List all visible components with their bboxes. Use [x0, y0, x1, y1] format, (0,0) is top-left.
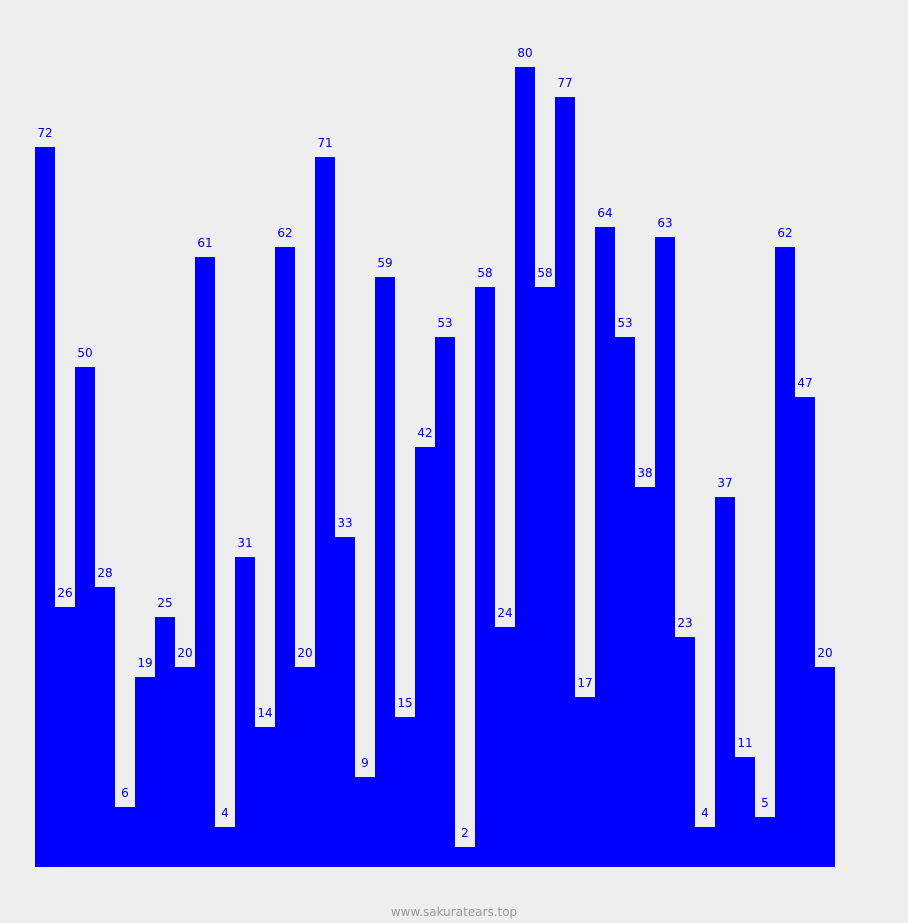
data-label-37: 62 [777, 226, 792, 240]
bar-37 [775, 247, 795, 867]
bar-18 [395, 717, 415, 867]
data-label-31: 63 [657, 216, 672, 230]
bar-27 [575, 697, 595, 867]
data-label-10: 31 [237, 536, 252, 550]
data-label-26: 77 [557, 76, 572, 90]
bar-25 [535, 287, 555, 867]
bar-22 [475, 287, 495, 867]
bar-21 [455, 847, 475, 867]
watermark-text: www.sakuratears.top [0, 905, 908, 919]
data-label-7: 20 [177, 646, 192, 660]
bar-2 [75, 367, 95, 867]
bar-16 [355, 777, 375, 867]
data-label-5: 19 [137, 656, 152, 670]
bar-19 [415, 447, 435, 867]
bar-33 [695, 827, 715, 867]
data-label-32: 23 [677, 616, 692, 630]
data-label-35: 11 [737, 736, 752, 750]
data-label-21: 2 [461, 826, 469, 840]
data-label-38: 47 [797, 376, 812, 390]
bar-8 [195, 257, 215, 867]
bar-29 [615, 337, 635, 867]
bar-24 [515, 67, 535, 867]
data-label-16: 9 [361, 756, 369, 770]
bar-23 [495, 627, 515, 867]
data-label-19: 42 [417, 426, 432, 440]
bar-1 [55, 607, 75, 867]
data-label-17: 59 [377, 256, 392, 270]
data-label-18: 15 [397, 696, 412, 710]
bar-12 [275, 247, 295, 867]
data-label-28: 64 [597, 206, 612, 220]
data-label-12: 62 [277, 226, 292, 240]
data-label-39: 20 [817, 646, 832, 660]
bar-14 [315, 157, 335, 867]
data-label-33: 4 [701, 806, 709, 820]
data-label-20: 53 [437, 316, 452, 330]
data-label-6: 25 [157, 596, 172, 610]
bars-group [35, 67, 835, 867]
data-label-29: 53 [617, 316, 632, 330]
data-label-34: 37 [717, 476, 732, 490]
bar-11 [255, 727, 275, 867]
bar-15 [335, 537, 355, 867]
bar-38 [795, 397, 815, 867]
data-label-13: 20 [297, 646, 312, 660]
bar-6 [155, 617, 175, 867]
bar-3 [95, 587, 115, 867]
data-label-22: 58 [477, 266, 492, 280]
data-label-3: 28 [97, 566, 112, 580]
data-label-30: 38 [637, 466, 652, 480]
data-label-4: 6 [121, 786, 129, 800]
data-label-27: 17 [577, 676, 592, 690]
bar-0 [35, 147, 55, 867]
bar-39 [815, 667, 835, 867]
bar-28 [595, 227, 615, 867]
data-label-24: 80 [517, 46, 532, 60]
data-label-36: 5 [761, 796, 769, 810]
bar-26 [555, 97, 575, 867]
bar-34 [715, 497, 735, 867]
bar-9 [215, 827, 235, 867]
bar-7 [175, 667, 195, 867]
bar-30 [635, 487, 655, 867]
data-label-15: 33 [337, 516, 352, 530]
data-label-2: 50 [77, 346, 92, 360]
data-label-9: 4 [221, 806, 229, 820]
bar-31 [655, 237, 675, 867]
data-label-11: 14 [257, 706, 272, 720]
bar-5 [135, 677, 155, 867]
bar-13 [295, 667, 315, 867]
bar-20 [435, 337, 455, 867]
data-label-0: 72 [37, 126, 52, 140]
data-label-23: 24 [497, 606, 512, 620]
data-label-25: 58 [537, 266, 552, 280]
data-label-1: 26 [57, 586, 72, 600]
data-label-14: 71 [317, 136, 332, 150]
bar-32 [675, 637, 695, 867]
bar-17 [375, 277, 395, 867]
bar-10 [235, 557, 255, 867]
bar-35 [735, 757, 755, 867]
bar-4 [115, 807, 135, 867]
data-label-8: 61 [197, 236, 212, 250]
bar-36 [755, 817, 775, 867]
